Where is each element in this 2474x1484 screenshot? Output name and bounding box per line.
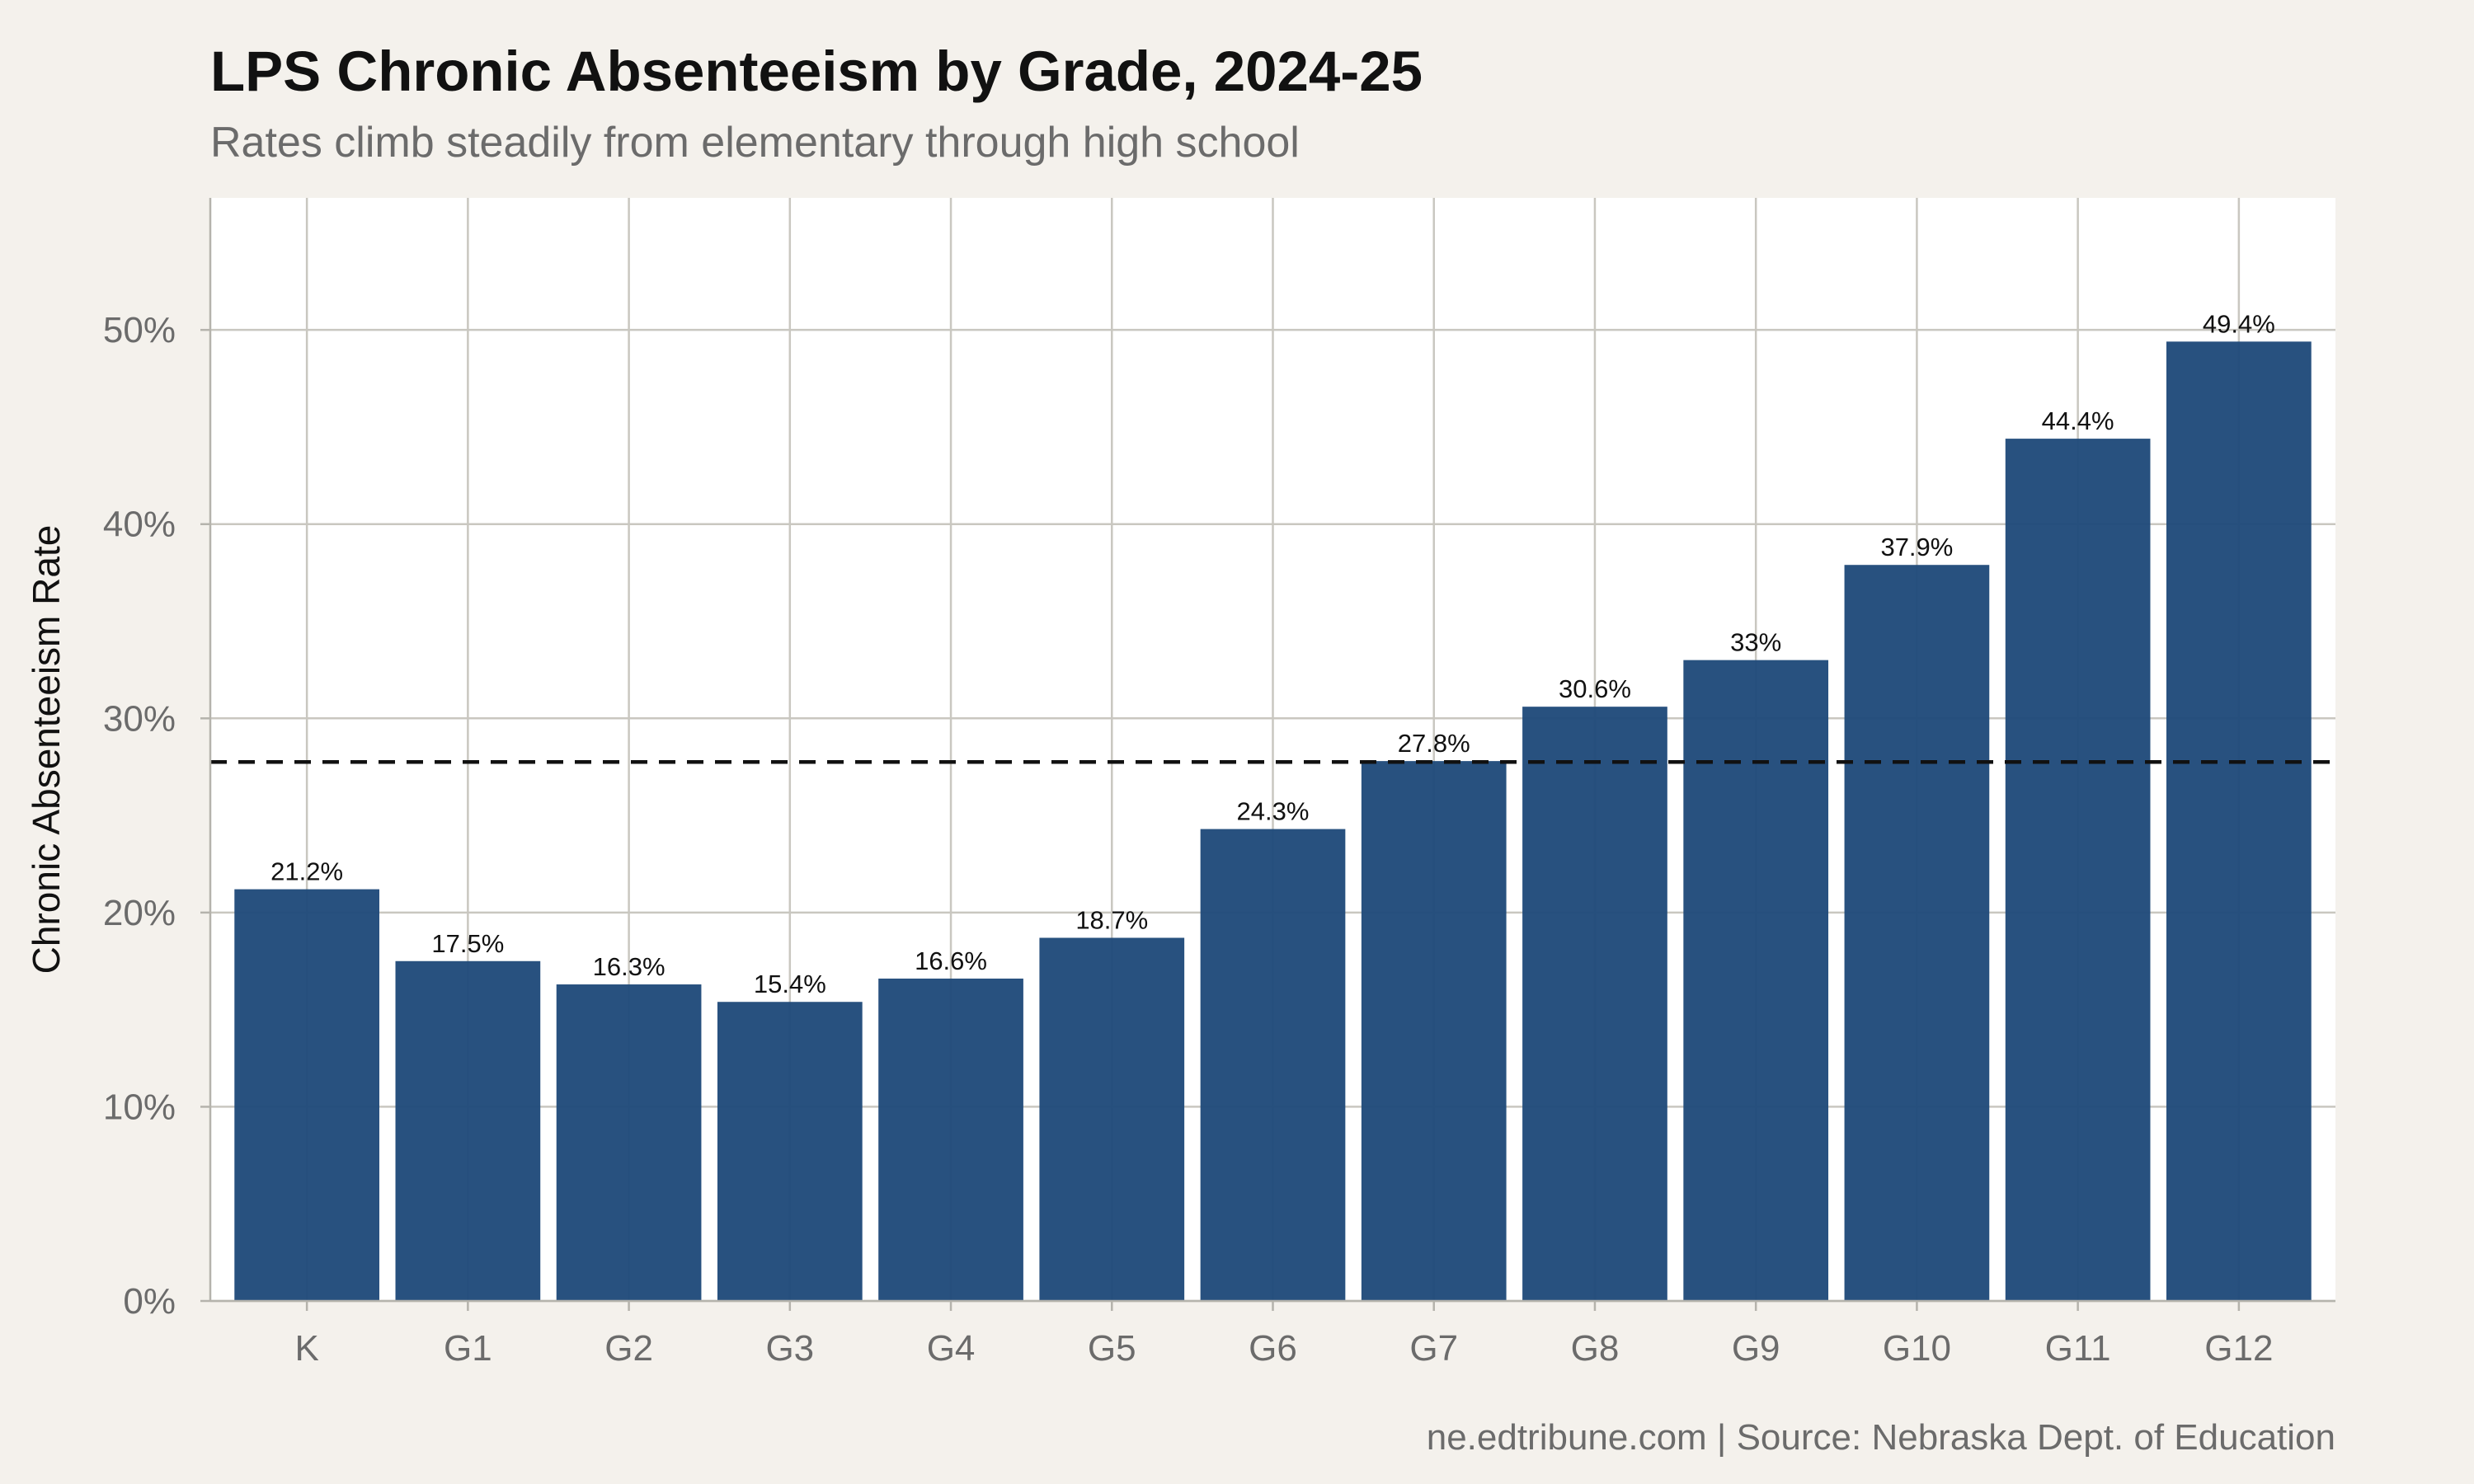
x-tick-label: G5	[1088, 1328, 1136, 1369]
x-tick-label: G3	[765, 1328, 814, 1369]
bar-g12	[2166, 341, 2312, 1301]
data-label: 16.6%	[915, 946, 987, 975]
bar-k	[234, 889, 379, 1301]
x-tick-label: K	[294, 1328, 318, 1369]
x-tick-label: G2	[604, 1328, 653, 1369]
x-tick-label: G6	[1249, 1328, 1297, 1369]
y-tick-label: 20%	[103, 893, 176, 933]
x-tick-label: G1	[444, 1328, 492, 1369]
x-tick-label: G7	[1409, 1328, 1458, 1369]
bar-g3	[717, 1002, 863, 1301]
chart-subtitle: Rates climb steadily from elementary thr…	[210, 119, 1300, 167]
bar-g4	[878, 978, 1023, 1301]
bar-g9	[1683, 660, 1829, 1301]
bar-g7	[1361, 761, 1507, 1301]
bar-g5	[1039, 937, 1185, 1301]
bar-g8	[1522, 707, 1667, 1301]
bar-g2	[556, 984, 702, 1301]
y-tick-label: 40%	[103, 505, 176, 545]
bar-g11	[2005, 439, 2151, 1301]
data-label: 17.5%	[431, 929, 504, 958]
x-tick-label: G11	[2045, 1328, 2111, 1369]
x-tick-label: G12	[2204, 1328, 2273, 1369]
x-tick-label: G9	[1732, 1328, 1780, 1369]
bar-g6	[1200, 829, 1346, 1301]
data-label: 37.9%	[1880, 533, 1953, 561]
data-label: 44.4%	[2042, 406, 2114, 435]
y-tick-label: 50%	[103, 310, 176, 350]
bar-g1	[395, 960, 541, 1301]
y-tick-label: 0%	[123, 1281, 176, 1322]
x-tick-label: G10	[1883, 1328, 1951, 1369]
x-tick-label: G8	[1571, 1328, 1620, 1369]
data-label: 21.2%	[270, 857, 343, 886]
y-axis-title: Chronic Absenteeism Rate	[25, 525, 68, 974]
data-label: 15.4%	[754, 970, 826, 998]
axes: 0% 10% 20% 30% 40% 50% K G1 G2 G3 G4 G5 G6 G7 G8 G9 G10 G…	[103, 198, 2335, 1369]
data-label: 18.7%	[1075, 905, 1148, 934]
data-labels: 21.2% 17.5% 16.3% 15.4% 16.6% 18.7% 24.3% 27.8%…	[270, 309, 2275, 998]
y-tick-label: 10%	[103, 1087, 176, 1127]
data-label: 24.3%	[1237, 797, 1310, 826]
data-label: 27.8%	[1398, 729, 1470, 758]
y-tick-label: 30%	[103, 698, 176, 739]
data-label: 16.3%	[593, 952, 666, 981]
source-caption: ne.edtribune.com | Source: Nebraska Dept…	[1427, 1417, 2335, 1458]
bar-g10	[1844, 565, 1990, 1301]
chart-title: LPS Chronic Absenteeism by Grade, 2024-2…	[210, 40, 1423, 103]
x-tick-label: G4	[927, 1328, 976, 1369]
data-label: 33%	[1730, 628, 1781, 657]
data-label: 30.6%	[1559, 674, 1631, 703]
data-label: 49.4%	[2203, 309, 2275, 338]
bars	[234, 341, 2312, 1301]
